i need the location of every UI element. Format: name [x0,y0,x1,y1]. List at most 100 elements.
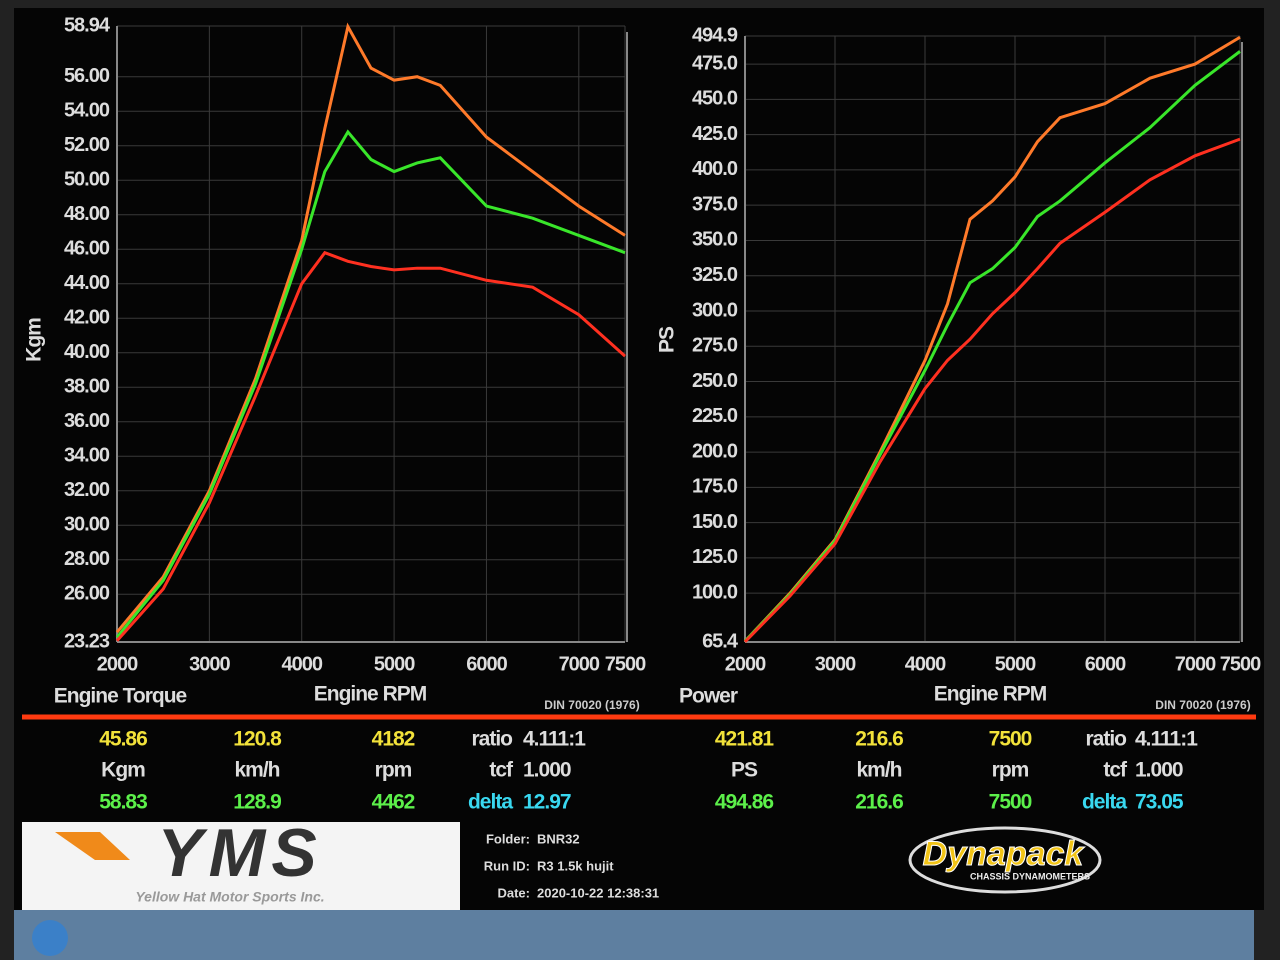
series-line [115,129,626,639]
info-value: R3 1.5k hujit [537,858,614,873]
y-tick-label: 200.0 [692,440,738,462]
y-axis-label: PS [656,326,679,353]
y-tick-label: 65.4 [702,630,739,652]
y-tick-label: 50.00 [64,168,110,190]
peak-value: 4462 [372,791,415,814]
logo-swoosh [55,832,130,860]
brand: Dynapack [923,835,1086,873]
y-tick-label: 30.00 [64,513,110,535]
din-note: DIN 70020 (1976) [544,698,639,712]
unit: km/h [234,759,279,782]
x-axis-label: Engine RPM [934,683,1047,706]
x-tick-label: 5000 [374,653,415,675]
y-tick-label: 450.0 [692,88,738,110]
info-label: Folder: [486,831,530,846]
x-axis-label: Engine RPM [314,683,427,706]
y-tick-label: 32.00 [64,479,110,501]
y-tick-label: 425.0 [692,123,738,145]
chart-title: Engine Torque [54,685,187,708]
peak-value: 216.6 [855,791,903,814]
y-tick-label: 475.0 [692,52,738,74]
y-tick-label: 26.00 [64,582,110,604]
peak-value: 58.83 [99,791,147,814]
unit: PS [731,759,758,782]
y-tick-label: 44.00 [64,272,110,294]
ratio-value: 4.111:1 [1135,728,1198,751]
x-tick-label: 7000 [559,653,600,675]
brand-subtitle: CHASSIS DYNAMOMETERS [970,871,1090,881]
info-label: Date: [497,885,530,900]
current-value: 45.86 [99,728,147,751]
current-value: 7500 [989,728,1032,751]
y-tick-label: 175.0 [692,476,738,498]
delta-label: delta [1082,791,1127,814]
current-value: 421.81 [715,728,775,751]
din-note: DIN 70020 (1976) [1155,698,1250,712]
chart-title: Power [679,685,738,708]
delta-value: 73.05 [1135,791,1184,814]
x-tick-label: 6000 [466,653,507,675]
y-tick-label: 54.00 [64,99,110,121]
y-tick-label: 36.00 [64,410,110,432]
y-tick-label: 52.00 [64,134,110,156]
unit: rpm [375,759,412,782]
series-line [743,50,1241,643]
logo-subtitle: Yellow Hat Motor Sports Inc. [135,889,324,905]
x-tick-label: 7000 [1175,653,1216,675]
info-label: Run ID: [484,858,530,873]
x-tick-label: 5000 [995,653,1036,675]
ratio-label: ratio [1085,728,1126,751]
y-tick-label: 38.00 [64,375,110,397]
series-line [115,250,627,642]
current-value: 120.8 [233,728,282,751]
x-tick-label: 7500 [605,653,646,675]
y-tick-label: 225.0 [692,405,738,427]
info-value: BNR32 [537,831,580,846]
delta-label: delta [468,791,513,814]
y-tick-label: 400.0 [692,158,738,180]
y-tick-label: 48.00 [64,203,110,225]
y-tick-label: 150.0 [692,511,738,533]
screen [14,8,1264,910]
y-tick-label: 23.23 [64,630,110,652]
series-line [743,137,1241,643]
x-tick-label: 6000 [1085,653,1126,675]
y-tick-label: 100.0 [692,581,738,603]
y-tick-label: 300.0 [692,299,738,321]
x-tick-label: 3000 [815,653,856,675]
y-tick-label: 375.0 [692,193,738,215]
info-value: 2020-10-22 12:38:31 [537,885,659,900]
y-tick-label: 46.00 [64,237,110,259]
peak-value: 7500 [989,791,1032,814]
tcf-label: tcf [1103,759,1128,782]
ratio-value: 4.111:1 [523,728,586,751]
y-tick-label: 58.94 [64,14,111,36]
x-tick-label: 3000 [189,653,230,675]
unit: Kgm [101,759,145,782]
brand-ring [908,826,1102,894]
peak-value: 494.86 [715,791,774,814]
y-tick-label: 42.00 [64,306,110,328]
tcf-value: 1.000 [523,759,571,782]
x-tick-label: 2000 [97,653,138,675]
y-tick-label: 125.0 [692,546,738,568]
x-tick-label: 2000 [725,653,766,675]
peak-value: 128.9 [233,791,281,814]
y-axis-label: Kgm [23,318,46,362]
series-line [115,22,626,634]
tcf-label: tcf [489,759,514,782]
y-tick-label: 250.0 [692,370,738,392]
ratio-label: ratio [471,728,512,751]
start-button[interactable] [32,920,68,956]
current-value: 216.6 [855,728,903,751]
x-tick-label: 4000 [905,653,946,675]
y-tick-label: 28.00 [64,548,110,570]
x-tick-label: 7500 [1220,653,1261,675]
y-tick-label: 56.00 [64,65,110,87]
y-tick-label: 40.00 [64,341,110,363]
y-tick-label: 34.00 [64,444,110,466]
unit: km/h [856,759,901,782]
y-tick-label: 325.0 [692,264,738,286]
